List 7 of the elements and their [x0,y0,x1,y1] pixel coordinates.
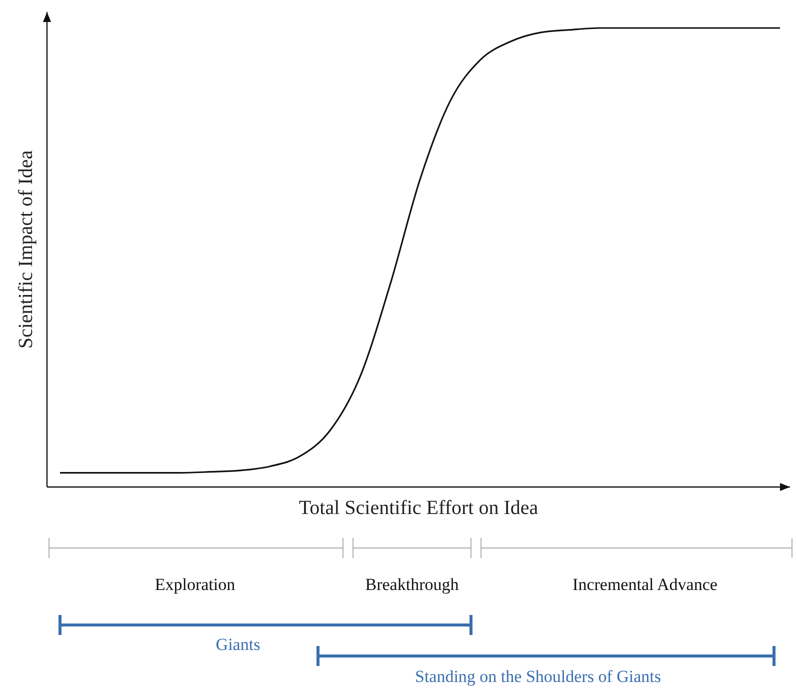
text: Breakthrough [365,575,460,594]
y-axis-title: Scientific Impact of Idea [15,150,37,349]
text: Exploration [154,575,236,594]
text: Giants [216,635,260,654]
x-axis-title: Total Scientific Effort on Idea [298,497,538,519]
text: Standing on the Shoulders of Giants [414,667,662,686]
text: Incremental Advance [572,575,718,594]
